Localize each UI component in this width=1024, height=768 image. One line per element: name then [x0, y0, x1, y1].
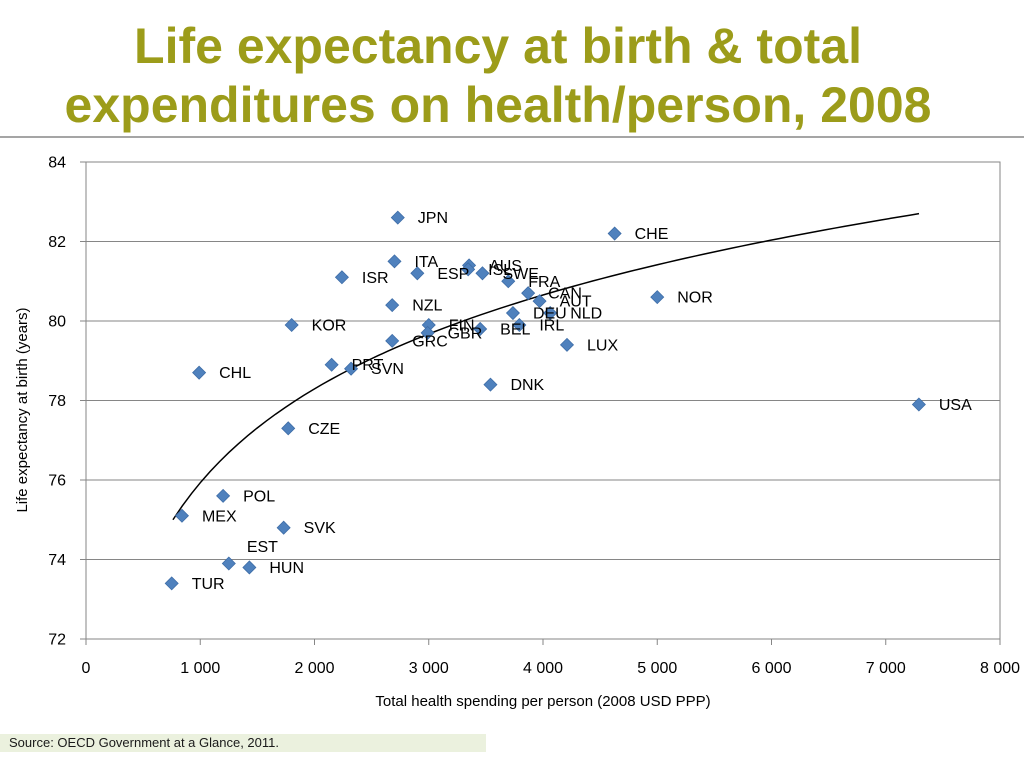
- data-point-chl: [192, 365, 207, 380]
- data-label-nld: NLD: [570, 306, 602, 323]
- data-label-swe: SWE: [502, 266, 538, 283]
- y-tick-label: 82: [48, 234, 66, 251]
- data-point-kor: [284, 317, 299, 333]
- x-tick-label: 2 000: [294, 660, 334, 677]
- x-axis-ticks: 0 1 000 2 000 3 000 4 000 5 000 6 000 7 000 8 00…: [82, 639, 1020, 677]
- x-tick-label: 4 000: [523, 660, 563, 677]
- x-tick-label: 6 000: [751, 660, 791, 677]
- data-label-irl: IRL: [539, 317, 564, 334]
- data-label-fin: FIN: [449, 317, 475, 334]
- data-point-esp: [410, 266, 425, 281]
- data-label-prt: PRT: [352, 357, 384, 374]
- data-label-ita: ITA: [414, 254, 438, 271]
- data-point-mex: [174, 508, 190, 523]
- data-label-nor: NOR: [677, 290, 713, 307]
- data-label-nzl: NZL: [412, 298, 442, 315]
- x-tick-label: 5 000: [637, 660, 677, 677]
- source-note: Source: OECD Government at a Glance, 201…: [0, 734, 486, 752]
- x-tick-label: 7 000: [866, 660, 906, 677]
- data-label-usa: USA: [939, 397, 972, 414]
- data-label-gbr: GBR: [448, 325, 483, 342]
- y-axis-ticks: 72 74 76 78 80 82 84: [48, 155, 86, 649]
- y-tick-label: 78: [48, 393, 66, 410]
- title-divider: [0, 136, 1024, 138]
- data-label-kor: KOR: [312, 317, 347, 334]
- data-label-che: CHE: [635, 226, 669, 243]
- data-point-prt: [324, 357, 339, 372]
- x-tick-label: 1 000: [180, 660, 220, 677]
- trendline: [172, 212, 920, 521]
- data-label-hun: HUN: [269, 560, 304, 577]
- data-label-isl: ISL: [488, 262, 512, 279]
- x-axis-title: Total health spending per person (2008 U…: [375, 693, 710, 710]
- x-tick-label: 3 000: [409, 660, 449, 677]
- data-label-tur: TUR: [192, 576, 225, 593]
- data-point-nld: [543, 306, 558, 321]
- data-label-bel: BEL: [500, 321, 530, 338]
- data-point-cze: [281, 421, 296, 436]
- data-point-est: [221, 556, 236, 571]
- data-point-nzl: [385, 298, 400, 313]
- data-point-aut: [532, 294, 547, 309]
- data-point-dnk: [483, 377, 498, 392]
- data-label-pol: POL: [243, 488, 275, 505]
- data-point-bel: [473, 321, 488, 336]
- data-points: [164, 210, 926, 591]
- data-point-can: [521, 286, 536, 301]
- data-point-tur: [164, 576, 179, 591]
- chart-title: Life expectancy at birth & total expendi…: [64, 18, 932, 133]
- data-point-svk: [276, 520, 291, 535]
- data-point-deu: [505, 306, 520, 321]
- data-label-aus: AUS: [489, 258, 522, 275]
- data-label-svk: SVK: [304, 520, 336, 537]
- data-point-swe: [475, 266, 490, 281]
- data-point-ita: [387, 254, 402, 269]
- data-label-isr: ISR: [362, 270, 389, 287]
- data-point-nor: [650, 290, 665, 305]
- data-label-chl: CHL: [219, 365, 251, 382]
- data-point-isl: [461, 262, 476, 277]
- y-tick-label: 72: [48, 632, 66, 649]
- data-label-lux: LUX: [587, 337, 618, 354]
- y-axis-title: Life expectancy at birth (years): [14, 307, 31, 512]
- data-label-esp: ESP: [437, 266, 469, 283]
- data-label-can: CAN: [548, 286, 582, 303]
- data-label-mex: MEX: [202, 508, 237, 525]
- data-point-fra: [501, 274, 516, 289]
- data-label-dnk: DNK: [510, 377, 544, 394]
- scatter-chart: 72 74 76 78 80 82 84 0 1 000 2 000 3 000 4 000 5 00…: [14, 155, 1020, 711]
- data-label-svn: SVN: [371, 361, 404, 378]
- y-tick-label: 84: [48, 155, 66, 172]
- data-label-aut: AUT: [560, 294, 592, 311]
- data-point-jpn: [390, 210, 405, 225]
- data-point-gbr: [420, 325, 435, 340]
- data-label-jpn: JPN: [418, 210, 448, 227]
- data-point-lux: [559, 337, 575, 352]
- data-label-cze: CZE: [308, 421, 340, 438]
- data-point-hun: [242, 560, 257, 575]
- data-point-svn: [344, 361, 359, 376]
- y-tick-label: 76: [48, 473, 66, 490]
- x-tick-label: 0: [82, 660, 91, 677]
- y-tick-label: 80: [48, 314, 66, 331]
- x-tick-label: 8 000: [980, 660, 1020, 677]
- y-tick-label: 74: [48, 552, 66, 569]
- data-label-est: EST: [247, 539, 278, 556]
- data-label-grc: GRC: [412, 333, 448, 350]
- data-label-fra: FRA: [528, 274, 560, 291]
- data-point-pol: [216, 488, 231, 503]
- data-point-grc: [385, 333, 400, 348]
- data-label-deu: DEU: [533, 306, 567, 323]
- data-point-irl: [512, 317, 527, 333]
- data-point-isr: [334, 270, 349, 285]
- data-point-usa: [911, 397, 926, 412]
- data-point-che: [607, 226, 622, 241]
